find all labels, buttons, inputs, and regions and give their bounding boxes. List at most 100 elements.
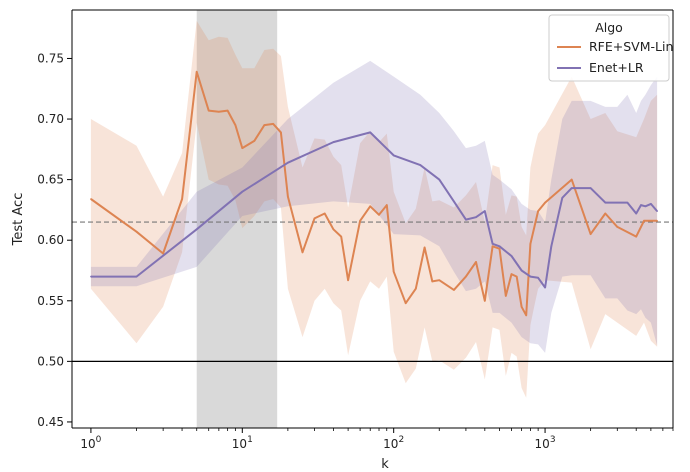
point-enet-lr (616, 201, 619, 204)
point-enet-lr (604, 201, 607, 204)
point-rfe-svm-lin (301, 251, 304, 254)
x-tick-label: 101 (232, 435, 253, 451)
point-rfe-svm-lin (369, 205, 372, 208)
y-tick-label: 0.75 (37, 51, 64, 65)
point-enet-lr (635, 212, 638, 215)
y-tick-label: 0.70 (37, 112, 64, 126)
point-enet-lr (491, 243, 494, 245)
axes-layer (71, 9, 674, 429)
point-rfe-svm-lin (287, 195, 289, 198)
point-rfe-svm-lin (234, 124, 237, 126)
legend-title: Algo (595, 20, 623, 35)
point-enet-lr (419, 164, 422, 166)
point-rfe-svm-lin (537, 210, 539, 212)
point-enet-lr (465, 218, 467, 221)
point-enet-lr (589, 187, 592, 189)
y-tick-label: 0.45 (37, 415, 64, 429)
y-tick-label: 0.50 (37, 354, 64, 368)
point-rfe-svm-lin (525, 314, 527, 317)
point-enet-lr (438, 178, 441, 181)
point-rfe-svm-lin (226, 109, 229, 112)
point-rfe-svm-lin (616, 226, 619, 228)
point-rfe-svm-lin (520, 306, 523, 308)
point-rfe-svm-lin (241, 147, 244, 149)
point-enet-lr (561, 196, 564, 199)
x-tick-label: 100 (80, 435, 101, 451)
point-enet-lr (195, 228, 198, 231)
point-rfe-svm-lin (415, 287, 417, 290)
point-enet-lr (644, 205, 647, 208)
point-rfe-svm-lin (529, 243, 532, 245)
point-rfe-svm-lin (484, 299, 486, 302)
x-tick-label: 103 (535, 435, 556, 451)
point-enet-lr (529, 275, 532, 278)
band-enet-lr (90, 60, 658, 353)
point-rfe-svm-lin (385, 204, 388, 206)
point-enet-lr (241, 190, 244, 193)
legend: Algo RFE+SVM-Lin Enet+LR (548, 14, 673, 82)
point-rfe-svm-lin (498, 247, 501, 250)
legend-box (548, 14, 670, 82)
point-rfe-svm-lin (570, 178, 573, 181)
point-enet-lr (626, 201, 629, 204)
point-rfe-svm-lin (378, 213, 380, 216)
point-enet-lr (90, 275, 92, 278)
point-enet-lr (484, 210, 486, 212)
reference-line-layer (72, 221, 673, 363)
point-rfe-svm-lin (323, 212, 326, 215)
point-enet-lr (640, 204, 642, 206)
point-rfe-svm-lin (253, 140, 256, 142)
point-rfe-svm-lin (438, 279, 441, 281)
point-rfe-svm-lin (332, 228, 335, 231)
point-enet-lr (135, 275, 138, 278)
y-tick-label: 0.60 (37, 233, 64, 247)
point-rfe-svm-lin (515, 275, 518, 278)
point-rfe-svm-lin (162, 252, 164, 255)
legend-label-enet-lr: Enet+LR (589, 60, 644, 75)
point-rfe-svm-lin (313, 217, 316, 220)
point-rfe-svm-lin (643, 220, 645, 222)
point-enet-lr (656, 210, 658, 212)
point-rfe-svm-lin (280, 131, 282, 134)
point-enet-lr (550, 245, 553, 248)
series-line-layer (90, 70, 658, 317)
point-rfe-svm-lin (491, 245, 494, 248)
point-rfe-svm-lin (465, 275, 467, 278)
point-enet-lr (544, 286, 546, 289)
point-rfe-svm-lin (181, 198, 183, 200)
point-rfe-svm-lin (195, 70, 198, 73)
point-rfe-svm-lin (263, 124, 266, 126)
point-enet-lr (570, 187, 573, 189)
point-rfe-svm-lin (475, 261, 477, 263)
point-rfe-svm-lin (510, 273, 513, 275)
point-enet-lr (287, 161, 289, 164)
x-ticks: 100 101 102 103 (80, 428, 674, 451)
point-rfe-svm-lin (272, 123, 274, 125)
point-rfe-svm-lin (135, 230, 138, 233)
point-rfe-svm-lin (347, 279, 349, 281)
point-rfe-svm-lin (404, 302, 407, 305)
point-enet-lr (520, 269, 523, 272)
point-rfe-svm-lin (218, 110, 220, 113)
x-tick-label: 102 (383, 435, 404, 451)
point-rfe-svm-lin (431, 280, 434, 283)
point-rfe-svm-lin (604, 212, 607, 215)
series-line-rfe-svm-lin (90, 70, 658, 317)
y-ticks: 0.45 0.50 0.55 0.60 0.65 0.70 0.75 (37, 51, 72, 429)
point-enet-lr (332, 141, 335, 143)
point-enet-lr (475, 216, 477, 218)
y-axis-label: Test Acc (11, 193, 26, 247)
point-rfe-svm-lin (359, 220, 361, 222)
point-enet-lr (650, 203, 652, 205)
point-rfe-svm-lin (533, 226, 536, 228)
point-rfe-svm-lin (340, 235, 342, 238)
point-enet-lr (392, 154, 395, 157)
point-rfe-svm-lin (90, 198, 92, 200)
point-rfe-svm-lin (453, 289, 455, 291)
point-enet-lr (369, 131, 372, 134)
point-rfe-svm-lin (650, 220, 652, 222)
x-axis-label: k (381, 457, 389, 472)
y-tick-label: 0.55 (37, 294, 64, 308)
point-rfe-svm-lin (635, 235, 638, 238)
